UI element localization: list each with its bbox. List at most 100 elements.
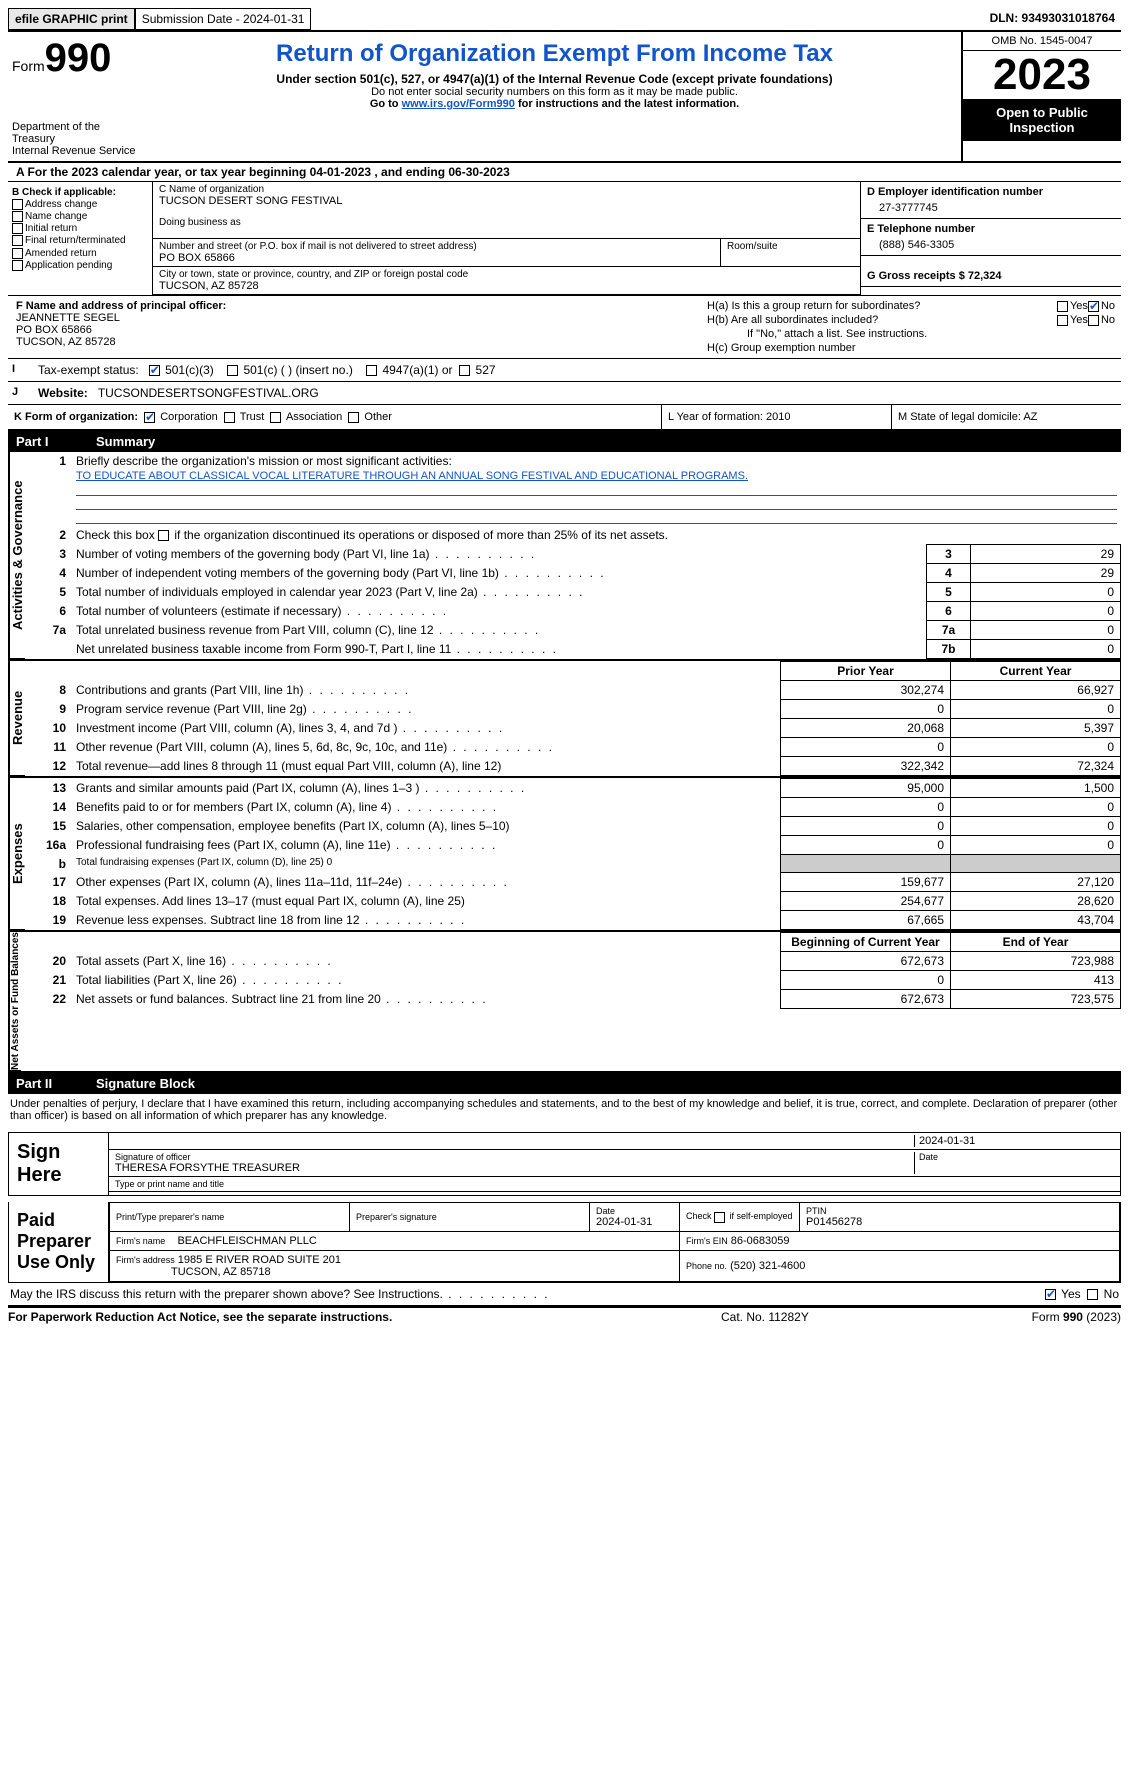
chk-corp[interactable] bbox=[144, 412, 155, 423]
ha-yes[interactable] bbox=[1057, 301, 1068, 312]
dept-treasury: Department of the Treasury bbox=[12, 121, 144, 145]
gov-6-text: Total number of volunteers (estimate if … bbox=[72, 602, 927, 621]
exp-row-16a: 16aProfessional fundraising fees (Part I… bbox=[38, 836, 1121, 855]
rev-row-11: 11Other revenue (Part VIII, column (A), … bbox=[38, 738, 1121, 757]
ptin-label: PTIN bbox=[806, 1206, 1113, 1216]
net-22-text: Net assets or fund balances. Subtract li… bbox=[72, 990, 781, 1009]
gov-6-val: 0 bbox=[971, 602, 1121, 621]
chk-name-change[interactable] bbox=[12, 211, 23, 222]
hb-no[interactable] bbox=[1088, 315, 1099, 326]
chk-501c3[interactable] bbox=[149, 365, 160, 376]
exp-row-16b: bTotal fundraising expenses (Part IX, co… bbox=[38, 855, 1121, 873]
irs-link[interactable]: www.irs.gov/Form990 bbox=[402, 98, 515, 110]
year-formation: L Year of formation: 2010 bbox=[661, 405, 891, 429]
exp-row-19: 19Revenue less expenses. Subtract line 1… bbox=[38, 911, 1121, 930]
date-label: Date bbox=[914, 1152, 1114, 1174]
gov-7a-text: Total unrelated business revenue from Pa… bbox=[72, 621, 927, 640]
form-subtitle: Under section 501(c), 527, or 4947(a)(1)… bbox=[156, 72, 953, 86]
chk-527[interactable] bbox=[459, 365, 470, 376]
discuss-row: May the IRS discuss this return with the… bbox=[8, 1283, 1121, 1307]
tax-status-label: Tax-exempt status: bbox=[38, 363, 139, 377]
dba-label: Doing business as bbox=[159, 217, 854, 228]
ptin-value: P01456278 bbox=[806, 1216, 1113, 1228]
chk-assoc[interactable] bbox=[270, 412, 281, 423]
firm-name: BEACHFLEISCHMAN PLLC bbox=[177, 1235, 316, 1247]
rev-row-9: 9Program service revenue (Part VIII, lin… bbox=[38, 700, 1121, 719]
rev-11-prior: 0 bbox=[781, 738, 951, 757]
grid-governance: Activities & Governance 1 Briefly descri… bbox=[8, 452, 1121, 661]
lbl-name-change: Name change bbox=[25, 211, 87, 222]
rev-10-curr: 5,397 bbox=[951, 719, 1121, 738]
net-22-begin: 672,673 bbox=[781, 990, 951, 1009]
exp-16a-curr: 0 bbox=[951, 836, 1121, 855]
line2-text: Check this box bbox=[76, 528, 158, 542]
col-c: C Name of organization TUCSON DESERT SON… bbox=[153, 182, 861, 295]
prep-date: 2024-01-31 bbox=[596, 1216, 673, 1228]
net-22-end: 723,575 bbox=[951, 990, 1121, 1009]
rev-8-prior: 302,274 bbox=[781, 681, 951, 700]
chk-discontinued[interactable] bbox=[158, 530, 169, 541]
gross-receipts: G Gross receipts $ 72,324 bbox=[867, 260, 1115, 282]
org-name-label: C Name of organization bbox=[159, 184, 854, 195]
chk-initial-return[interactable] bbox=[12, 223, 23, 234]
exp-15-text: Salaries, other compensation, employee b… bbox=[72, 817, 781, 836]
lbl-527: 527 bbox=[476, 363, 496, 377]
chk-self-employed[interactable] bbox=[714, 1212, 725, 1223]
ha-no[interactable] bbox=[1088, 301, 1099, 312]
hb-yes[interactable] bbox=[1057, 315, 1068, 326]
chk-app-pending[interactable] bbox=[12, 260, 23, 271]
hdr-prior: Prior Year bbox=[781, 662, 951, 681]
gov-7b-box: 7b bbox=[927, 640, 971, 659]
chk-address-change[interactable] bbox=[12, 199, 23, 210]
exp-row-18: 18Total expenses. Add lines 13–17 (must … bbox=[38, 892, 1121, 911]
exp-13-curr: 1,500 bbox=[951, 779, 1121, 798]
exp-19-prior: 67,665 bbox=[781, 911, 951, 930]
chk-final-return[interactable] bbox=[12, 235, 23, 246]
lbl-other: Other bbox=[364, 411, 392, 423]
col-d: D Employer identification number 27-3777… bbox=[861, 182, 1121, 295]
exp-17-prior: 159,677 bbox=[781, 873, 951, 892]
line1-label: Briefly describe the organization's miss… bbox=[76, 454, 452, 468]
firm-addr2: TUCSON, AZ 85718 bbox=[171, 1266, 271, 1278]
org-name: TUCSON DESERT SONG FESTIVAL bbox=[159, 195, 854, 207]
exp-18-text: Total expenses. Add lines 13–17 (must eq… bbox=[72, 892, 781, 911]
chk-4947[interactable] bbox=[366, 365, 377, 376]
chk-501c[interactable] bbox=[227, 365, 238, 376]
part1-header: Part I Summary bbox=[8, 431, 1121, 452]
chk-trust[interactable] bbox=[224, 412, 235, 423]
top-bar: efile GRAPHIC print Submission Date - 20… bbox=[8, 8, 1121, 32]
footer-form-prefix: Form bbox=[1032, 1310, 1063, 1324]
hdr-end: End of Year bbox=[951, 933, 1121, 952]
footer: For Paperwork Reduction Act Notice, see … bbox=[8, 1307, 1121, 1324]
gov-3-text: Number of voting members of the governin… bbox=[72, 545, 927, 564]
gov-row-7b: Net unrelated business taxable income fr… bbox=[38, 640, 1121, 659]
prep-sig-label: Preparer's signature bbox=[356, 1212, 583, 1222]
officer-name-title: THERESA FORSYTHE TREASURER bbox=[115, 1162, 914, 1174]
state-domicile: M State of legal domicile: AZ bbox=[891, 405, 1121, 429]
rev-row-10: 10Investment income (Part VIII, column (… bbox=[38, 719, 1121, 738]
chk-amended[interactable] bbox=[12, 248, 23, 259]
discuss-yes[interactable] bbox=[1045, 1289, 1056, 1300]
chk-other[interactable] bbox=[348, 412, 359, 423]
rev-11-text: Other revenue (Part VIII, column (A), li… bbox=[72, 738, 781, 757]
exp-15-curr: 0 bbox=[951, 817, 1121, 836]
rev-9-curr: 0 bbox=[951, 700, 1121, 719]
rev-10-prior: 20,068 bbox=[781, 719, 951, 738]
gov-3-box: 3 bbox=[927, 545, 971, 564]
paperwork-notice: For Paperwork Reduction Act Notice, see … bbox=[8, 1310, 721, 1324]
city-label: City or town, state or province, country… bbox=[159, 269, 854, 280]
rev-9-prior: 0 bbox=[781, 700, 951, 719]
line2-rest: if the organization discontinued its ope… bbox=[171, 528, 668, 542]
firm-addr1: 1985 E RIVER ROAD SUITE 201 bbox=[178, 1254, 341, 1266]
discuss-no[interactable] bbox=[1087, 1289, 1098, 1300]
block-fh: F Name and address of principal officer:… bbox=[8, 296, 1121, 359]
gov-6-box: 6 bbox=[927, 602, 971, 621]
side-net: Net Assets or Fund Balances bbox=[8, 932, 21, 1071]
paid-preparer-block: Paid Preparer Use Only Print/Type prepar… bbox=[8, 1202, 1121, 1283]
lbl-address-change: Address change bbox=[25, 199, 97, 210]
cat-no: Cat. No. 11282Y bbox=[721, 1310, 921, 1324]
ssn-note: Do not enter social security numbers on … bbox=[156, 86, 953, 98]
gov-7b-text: Net unrelated business taxable income fr… bbox=[72, 640, 927, 659]
rev-8-curr: 66,927 bbox=[951, 681, 1121, 700]
rev-row-8: 8Contributions and grants (Part VIII, li… bbox=[38, 681, 1121, 700]
